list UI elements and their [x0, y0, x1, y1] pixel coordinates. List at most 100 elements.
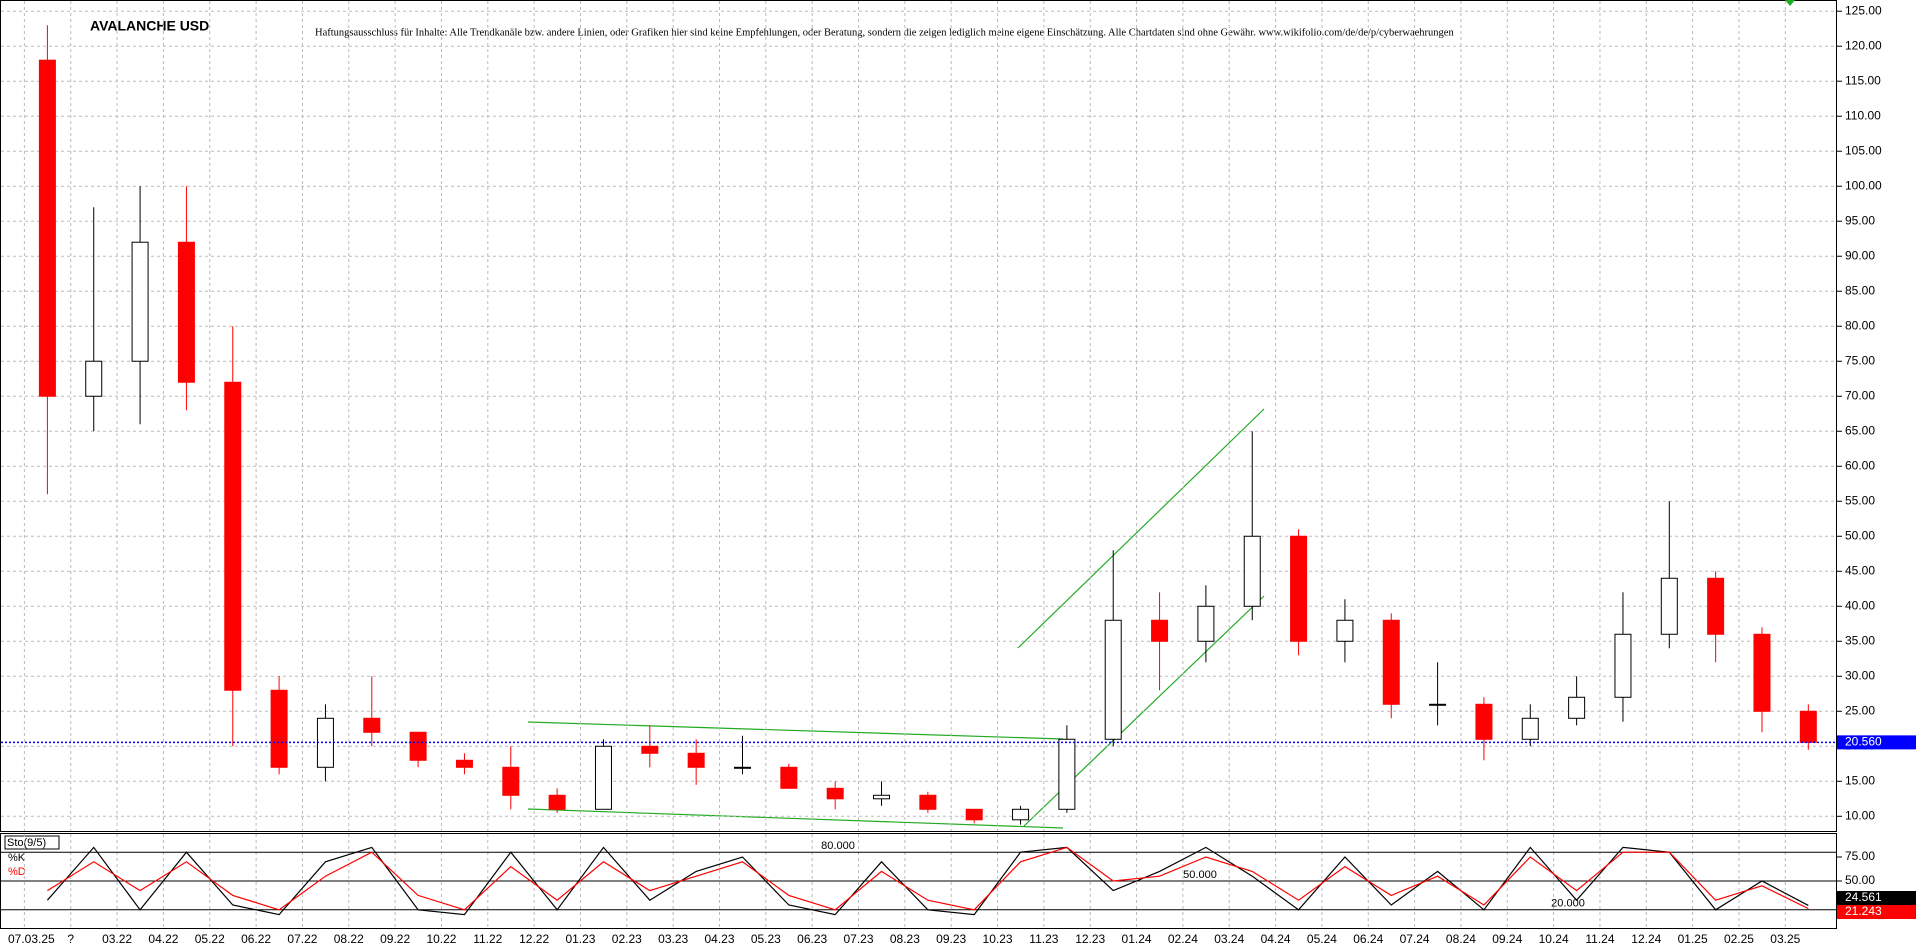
stoch-title: Sto(9/5) — [7, 837, 46, 849]
candle-body — [455, 759, 473, 768]
candle-body — [85, 360, 103, 397]
y-tick-label: 60.00 — [1845, 458, 1875, 472]
x-tick-label: 09.23 — [936, 932, 966, 946]
level-label: 50.000 — [1183, 869, 1217, 881]
level-label: 20.000 — [1551, 898, 1585, 910]
x-tick-label: 10.22 — [426, 932, 456, 946]
last-price-label: 20.560 — [1845, 735, 1882, 749]
x-tick-label: 09.22 — [380, 932, 410, 946]
candle-body — [270, 689, 288, 768]
level-label: 80.000 — [821, 840, 855, 852]
stoch-line — [46, 846, 1809, 916]
y-tick-label: 40.00 — [1845, 598, 1875, 612]
stoch-last-box — [1837, 905, 1916, 919]
x-tick-label: 04.23 — [704, 932, 734, 946]
x-tick-label: 06.24 — [1353, 932, 1383, 946]
y-tick-label: 55.00 — [1845, 493, 1875, 507]
x-tick-label: 01.24 — [1122, 932, 1152, 946]
candle-body — [1012, 808, 1030, 821]
candle-body — [1336, 619, 1354, 642]
x-tick-label: 02.25 — [1724, 932, 1754, 946]
y-tick-label: 85.00 — [1845, 283, 1875, 297]
x-tick-label: 01.25 — [1678, 932, 1708, 946]
x-tick-label: 09.24 — [1492, 932, 1522, 946]
trendline — [527, 721, 1064, 740]
y-tick-label: 35.00 — [1845, 633, 1875, 647]
x-tick-label: 08.23 — [890, 932, 920, 946]
y-tick-label: 75.00 — [1845, 353, 1875, 367]
y-tick-label: 30.00 — [1845, 668, 1875, 682]
stoch-last-label: 24.561 — [1845, 890, 1882, 904]
candle-body — [548, 794, 566, 810]
candle-body — [965, 808, 983, 821]
stoch-last-label: 21.243 — [1845, 904, 1882, 918]
price-panel — [0, 0, 1837, 832]
candle-body — [780, 766, 798, 789]
candle-body — [1707, 577, 1725, 635]
candle-body — [1660, 577, 1678, 635]
x-tick-label: 04.22 — [148, 932, 178, 946]
candle-body — [1475, 703, 1493, 740]
x-tick-label: 08.22 — [334, 932, 364, 946]
x-tick-label: 02.24 — [1168, 932, 1198, 946]
candle-body — [1614, 633, 1632, 698]
y-tick-label: 45.00 — [1845, 563, 1875, 577]
candle-body — [1058, 738, 1076, 810]
candle-body — [594, 745, 612, 810]
marker — [1785, 0, 1795, 6]
candle-body — [687, 752, 705, 768]
trendline — [527, 808, 1064, 829]
candle-body — [1799, 710, 1817, 743]
candle-body — [1104, 619, 1122, 740]
candle-body — [1753, 633, 1771, 712]
x-tick-label: 01.23 — [565, 932, 595, 946]
x-tick-label: 12.24 — [1631, 932, 1661, 946]
x-tick-label: 04.24 — [1261, 932, 1291, 946]
candle-body — [734, 766, 751, 769]
y-tick-label: 75.00 — [1845, 849, 1875, 863]
candle-body — [919, 794, 937, 810]
y-tick-label: 50.00 — [1845, 528, 1875, 542]
x-tick-label: 11.23 — [1029, 932, 1058, 946]
x-tick-label: 10.24 — [1539, 932, 1569, 946]
x-tick-label: 08.24 — [1446, 932, 1476, 946]
legend-k: %K — [8, 852, 26, 864]
legend-d: %D — [8, 866, 26, 878]
candle-body — [363, 717, 381, 733]
y-tick-label: 110.00 — [1845, 108, 1881, 122]
x-tick-label: 11.24 — [1585, 932, 1614, 946]
candle-body — [1290, 535, 1308, 642]
y-tick-label: 10.00 — [1845, 808, 1875, 822]
candle-body — [826, 787, 844, 800]
y-tick-label: 125.00 — [1845, 3, 1882, 17]
candle-body — [1243, 535, 1261, 607]
x-tick-label: 03.22 — [102, 932, 132, 946]
x-tick-label: 07.24 — [1400, 932, 1430, 946]
x-tick-label: 07.22 — [287, 932, 317, 946]
stoch-line — [47, 846, 1809, 911]
x-tick-label: 06.22 — [241, 932, 271, 946]
x-tick-label: 12.22 — [519, 932, 549, 946]
y-tick-label: 15.00 — [1845, 773, 1875, 787]
candle-body — [641, 745, 659, 754]
candle-body — [502, 766, 520, 796]
x-tick-label: 03.23 — [658, 932, 688, 946]
y-tick-label: 50.00 — [1845, 873, 1875, 887]
x-tick-label: 07.03.25 — [8, 932, 55, 946]
stoch-box — [4, 835, 60, 850]
x-tick-label: 06.23 — [797, 932, 827, 946]
y-tick-label: 95.00 — [1845, 213, 1875, 227]
trendline — [1017, 408, 1265, 649]
candle-body — [1568, 696, 1586, 719]
disclaimer: Haftungsausschluss für Inhalte: Alle Tre… — [315, 27, 1454, 38]
y-tick-label: 115.00 — [1845, 73, 1881, 87]
x-tick-label: 07.23 — [844, 932, 874, 946]
candle-body — [131, 241, 149, 362]
candle-body — [1382, 619, 1400, 705]
x-tick-label: 03.24 — [1214, 932, 1244, 946]
x-tick-label: 12.23 — [1075, 932, 1105, 946]
x-tick-label: 02.23 — [612, 932, 642, 946]
candle-body — [224, 381, 242, 691]
y-tick-label: 120.00 — [1845, 38, 1882, 52]
